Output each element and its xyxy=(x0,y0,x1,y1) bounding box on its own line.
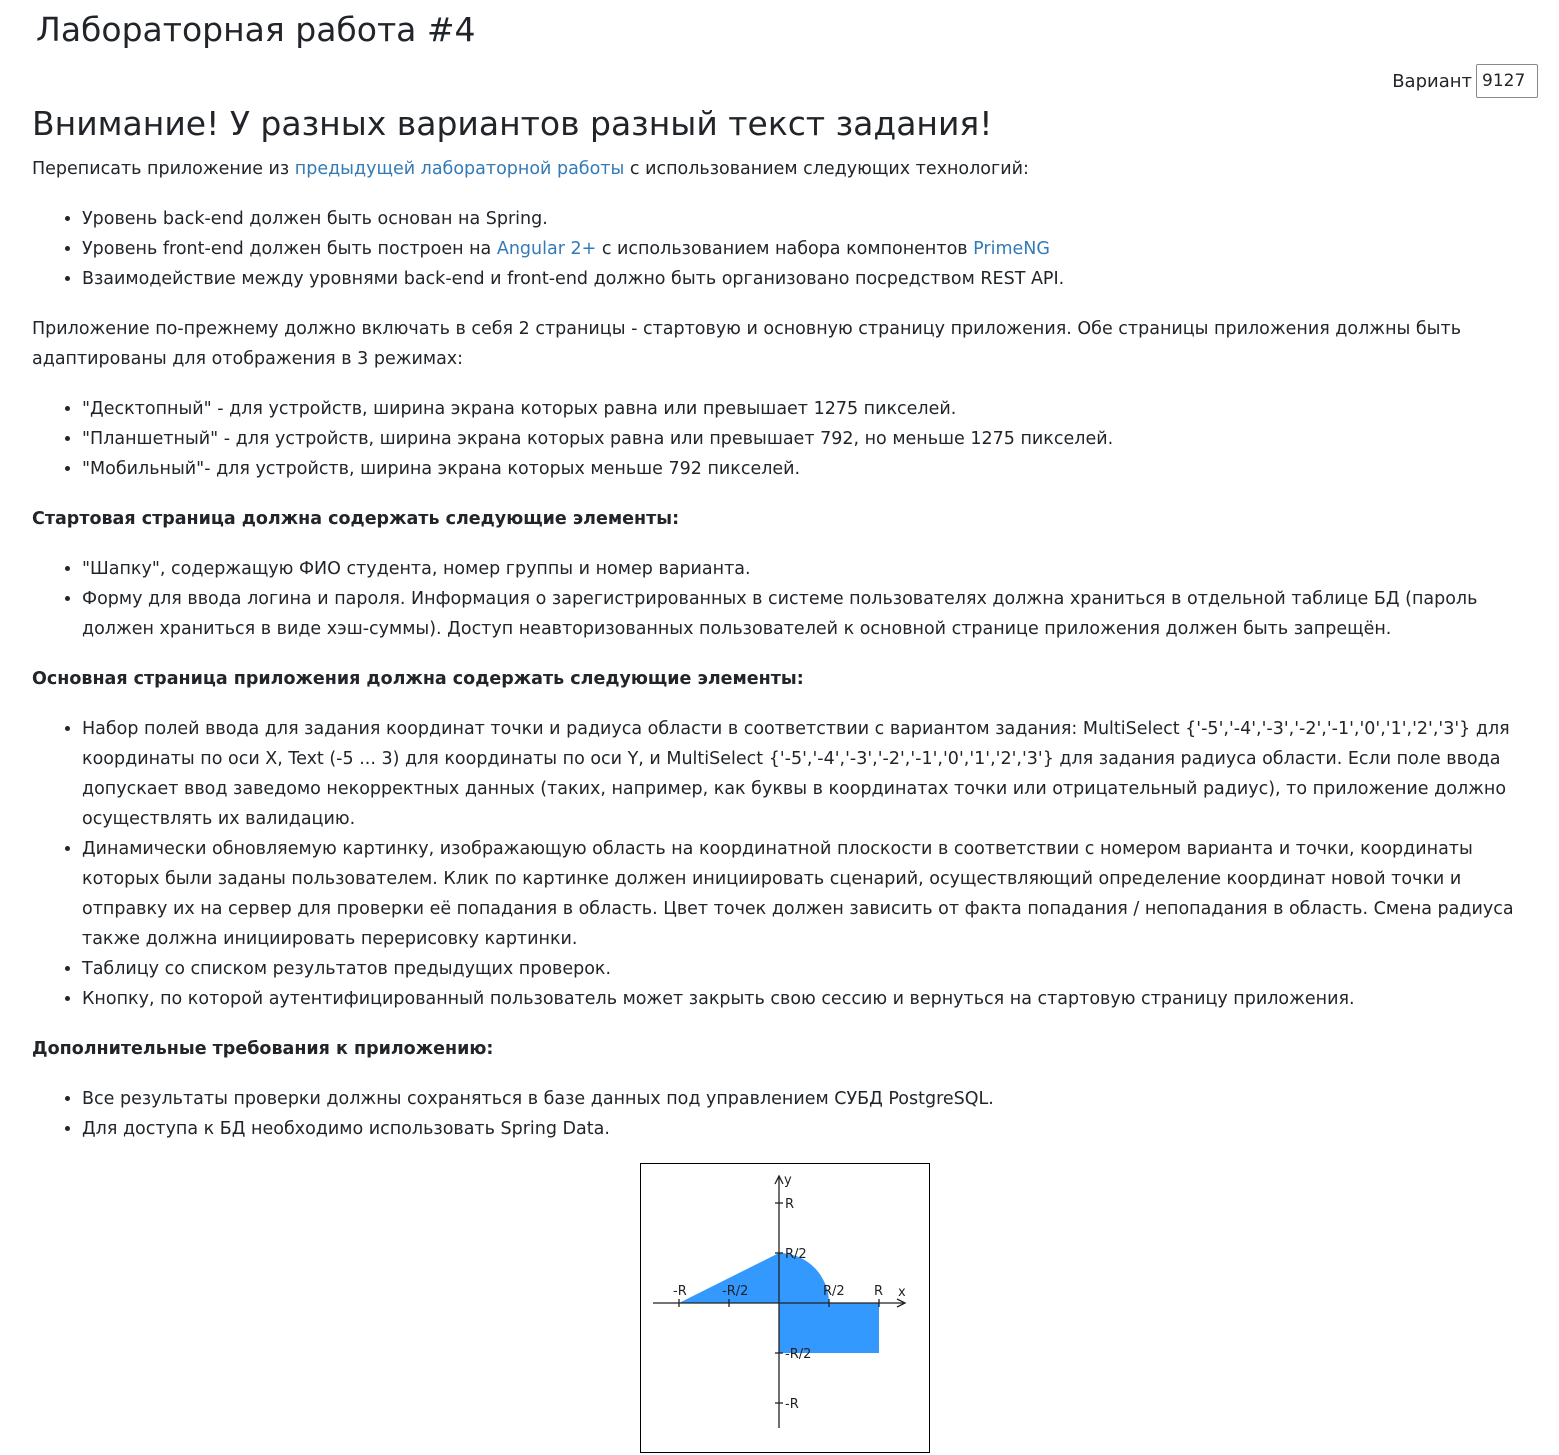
primeng-link[interactable]: PrimeNG xyxy=(973,239,1050,259)
axis-labels: x y -R -R/2 R/2 R R R/2 -R/2 -R xyxy=(673,1173,906,1412)
list-item: Динамически обновляемую картинку, изобра… xyxy=(82,834,1542,954)
axes xyxy=(653,1174,907,1428)
rectangle-area xyxy=(779,1303,879,1353)
list-item: Таблицу со списком результатов предыдущи… xyxy=(82,954,1542,984)
page-title: Лабораторная работа #4 xyxy=(36,10,476,49)
modes-intro: Приложение по-прежнему должно включать в… xyxy=(32,319,1462,369)
area-figure: x y -R -R/2 R/2 R R R/2 -R/2 -R xyxy=(640,1163,930,1453)
list-item-text: с использованием набора компонентов xyxy=(596,239,974,259)
tick-label-half-r-y: R/2 xyxy=(785,1247,807,1262)
tick-label-neg-r-y: -R xyxy=(785,1397,799,1412)
list-item: "Десктопный" - для устройств, ширина экр… xyxy=(82,394,1542,424)
main-page-list: Набор полей ввода для задания координат … xyxy=(32,714,1542,1014)
intro-text-before: Переписать приложение из xyxy=(32,159,295,179)
x-axis-arrow-icon xyxy=(896,1298,907,1308)
start-page-list: "Шапку", содержащую ФИО студента, номер … xyxy=(32,554,1542,644)
shaded-area xyxy=(679,1253,879,1353)
list-item-text: Уровень front-end должен быть построен н… xyxy=(82,239,497,259)
extra-requirements-heading: Дополнительные требования к приложению: xyxy=(32,1039,494,1059)
tick-label-r-x: R xyxy=(874,1284,883,1299)
y-axis-label: y xyxy=(784,1173,792,1188)
tick-label-neg-half-r-x: -R/2 xyxy=(722,1284,748,1299)
extra-requirements-list: Все результаты проверки должны сохранять… xyxy=(32,1084,1542,1144)
y-axis-arrow-icon xyxy=(774,1174,784,1185)
quarter-circle-area xyxy=(779,1253,829,1303)
list-item: Форму для ввода логина и пароля. Информа… xyxy=(82,584,1542,644)
previous-lab-link[interactable]: предыдущей лабораторной работы xyxy=(294,159,625,179)
list-item: "Планшетный" - для устройств, ширина экр… xyxy=(82,424,1542,454)
area-graph: x y -R -R/2 R/2 R R R/2 -R/2 -R xyxy=(653,1173,907,1428)
tick-label-neg-r-x: -R xyxy=(673,1284,687,1299)
list-item: Все результаты проверки должны сохранять… xyxy=(82,1084,1542,1114)
list-item: "Мобильный"- для устройств, ширина экран… xyxy=(82,454,1542,484)
warning-heading: Внимание! У разных вариантов разный текс… xyxy=(32,104,993,143)
angular-link[interactable]: Angular 2+ xyxy=(496,239,597,259)
intro-paragraph: Переписать приложение из предыдущей лабо… xyxy=(32,154,1542,184)
assignment-content: Внимание! У разных вариантов разный текс… xyxy=(32,102,1542,1164)
tick-label-neg-half-r-y: -R/2 xyxy=(785,1347,811,1362)
list-item: Кнопку, по которой аутентифицированный п… xyxy=(82,984,1542,1014)
variant-selector: Вариант xyxy=(1392,64,1538,98)
start-page-heading: Стартовая страница должна содержать след… xyxy=(32,509,680,529)
list-item: Уровень back-end должен быть основан на … xyxy=(82,204,1542,234)
intro-text-after: с использованием следующих технологий: xyxy=(624,159,1029,179)
list-item: "Шапку", содержащую ФИО студента, номер … xyxy=(82,554,1542,584)
list-item: Набор полей ввода для задания координат … xyxy=(82,714,1542,834)
variant-label: Вариант xyxy=(1392,70,1472,92)
variant-input[interactable] xyxy=(1476,64,1538,98)
list-item: Уровень front-end должен быть построен н… xyxy=(82,234,1542,264)
tech-list: Уровень back-end должен быть основан на … xyxy=(32,204,1542,294)
modes-list: "Десктопный" - для устройств, ширина экр… xyxy=(32,394,1542,484)
main-page-heading: Основная страница приложения должна соде… xyxy=(32,669,804,689)
tick-label-half-r-x: R/2 xyxy=(823,1284,845,1299)
tick-label-r-y: R xyxy=(785,1197,794,1212)
list-item: Взаимодействие между уровнями back-end и… xyxy=(82,264,1542,294)
triangle-area xyxy=(679,1253,779,1303)
x-axis-label: x xyxy=(898,1285,906,1300)
list-item: Для доступа к БД необходимо использовать… xyxy=(82,1114,1542,1144)
